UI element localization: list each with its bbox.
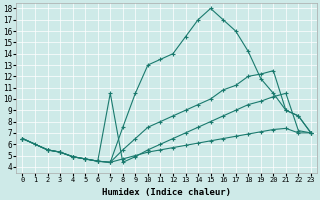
X-axis label: Humidex (Indice chaleur): Humidex (Indice chaleur) [102, 188, 231, 197]
